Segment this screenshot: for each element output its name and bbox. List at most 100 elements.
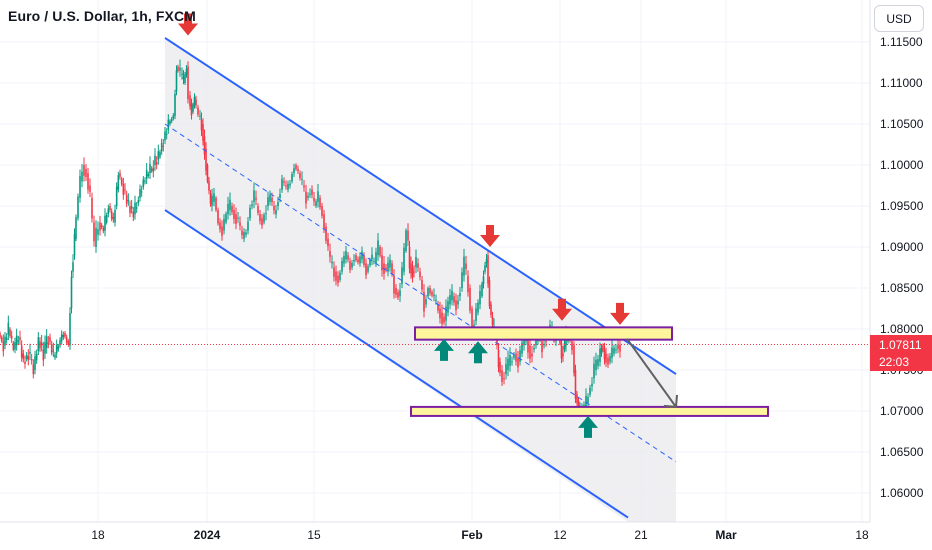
candle-body [70,276,73,309]
candle-body [200,119,203,131]
candle-body [303,185,305,188]
candle-body [351,262,353,268]
candle-body [125,195,128,204]
candle-body [145,169,148,179]
candle-body [184,74,186,83]
candle-body [9,329,11,337]
candle-body [142,179,145,187]
candle-body [463,256,465,276]
candle-body [223,218,225,231]
candle-body [405,230,407,252]
candle-body [605,353,607,363]
candle-body [174,93,176,116]
candle-body [425,299,427,305]
y-tick-label: 1.10000 [880,158,924,172]
candle-body [77,196,79,219]
down-arrow-icon [552,298,572,321]
candle-body [137,200,140,204]
candle-body [563,343,566,350]
candle-body [461,272,463,288]
candle-body [496,337,498,346]
candle-body [279,194,281,198]
candle-body [441,312,443,324]
candle-body [309,193,311,195]
candle-body [24,361,26,365]
candle-body [387,262,389,272]
candle-body [357,259,359,262]
candle-body [117,175,120,190]
currency-button[interactable]: USD [874,5,924,32]
candle-body [105,215,108,223]
candle-body [189,95,191,107]
candle-body [487,255,489,284]
candle-body [72,262,74,272]
candle-body [479,291,481,305]
candle-body [329,251,331,257]
candle-body [407,230,409,241]
candle-body [154,155,156,165]
x-tick-label: 12 [553,528,567,542]
up-arrow-icon [434,338,454,361]
candle-body [593,363,595,379]
candle-body [251,204,253,206]
down-arrow-icon [480,225,500,247]
y-tick-label: 1.07000 [880,404,924,418]
chart-title: Euro / U.S. Dollar, 1h, FXCM [8,8,196,24]
candle-body [607,357,609,365]
candle-body [285,185,287,187]
candle-body [129,206,131,213]
candle-body [615,349,617,351]
candle-body [613,347,615,354]
candle-body [164,131,166,141]
candle-body [25,354,28,360]
candle-body [291,173,293,182]
candle-body [87,173,89,190]
candle-body [295,165,297,170]
candle-body [29,351,31,354]
candle-body [119,173,121,177]
channel-middle-line [164,123,677,463]
candle-body [4,336,6,346]
candle-body [451,290,453,301]
candle-body [299,173,301,179]
candle-body [215,197,217,211]
candle-body [213,193,215,202]
projection-arrow [626,338,677,408]
candle-body [187,66,189,100]
candle-body [5,337,8,340]
candle-body [235,214,237,224]
candle-body [85,169,87,178]
candle-body [160,142,163,152]
candle-body [62,334,65,338]
y-tick-label: 1.06500 [880,445,924,459]
candle-body [597,359,599,366]
candle-body [587,396,589,403]
candle-body [301,178,303,180]
candle-body [589,387,591,395]
candle-body [531,353,533,357]
sr-zone [410,405,769,417]
candle-body [112,216,115,220]
candle-body [275,210,277,215]
candle-body [206,165,209,182]
candle-body [331,261,333,264]
candle-body [93,222,95,242]
up-arrow-icon [578,415,598,438]
candle-body [391,263,393,275]
candle-body [449,295,451,305]
candle-body [47,342,50,344]
candle-body [42,349,45,361]
up-arrow-icon [468,341,488,364]
y-tick-label: 1.09500 [880,199,924,213]
candle-body [325,226,327,241]
down-arrow-icon [610,302,630,325]
candle-body [32,364,35,375]
candle-body [22,353,25,360]
candle-body [411,267,414,278]
candle-body [481,283,483,297]
candle-body [169,121,171,124]
candle-body [263,214,265,223]
candle-body [490,304,492,316]
